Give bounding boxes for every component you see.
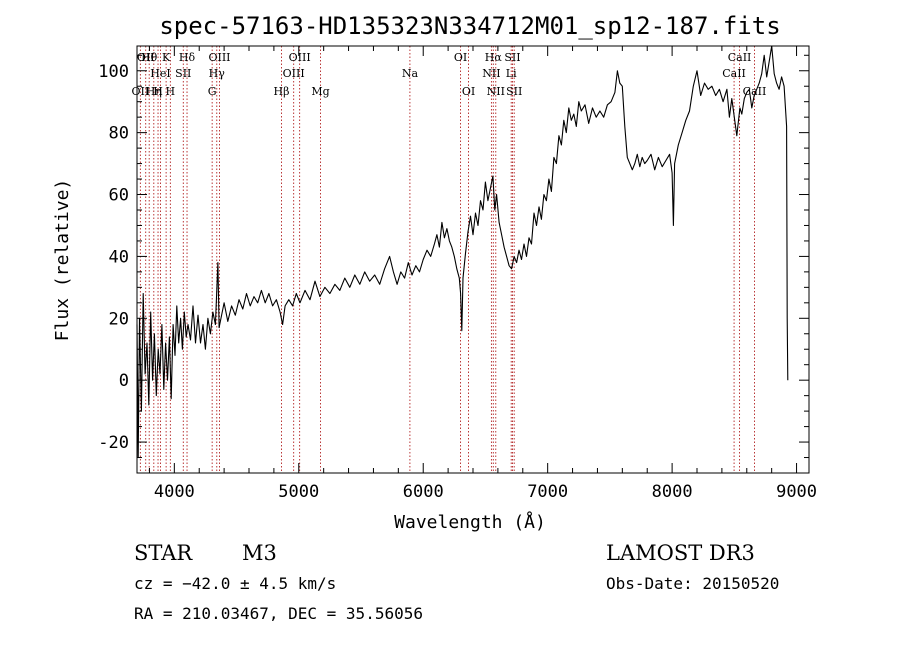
chart-title: spec-57163-HD135323N334712M01_sp12-187.f… bbox=[159, 12, 780, 40]
line-label-20: NII bbox=[482, 67, 500, 80]
line-label-25: SII bbox=[506, 85, 522, 98]
line-label-13: Hβ bbox=[274, 85, 290, 98]
x-tick-label-6000: 6000 bbox=[403, 482, 444, 502]
line-label-24: SII bbox=[504, 51, 520, 64]
spectrum-series-line bbox=[136, 45, 789, 459]
x-tick-label-7000: 7000 bbox=[527, 482, 568, 502]
observation-date: Obs-Date: 20150520 bbox=[606, 574, 779, 593]
object-class: STAR bbox=[134, 541, 193, 565]
y-tick-label-40: 40 bbox=[109, 247, 129, 267]
line-label-3: Hη bbox=[146, 85, 162, 98]
line-label-6: K bbox=[162, 51, 171, 64]
line-label-1: OII bbox=[137, 51, 155, 64]
plot-frame bbox=[136, 45, 810, 474]
ra-dec-coordinates: RA = 210.03467, DEC = 35.56056 bbox=[134, 604, 423, 623]
line-label-23: Li bbox=[506, 67, 517, 80]
line-label-11: Hγ bbox=[209, 67, 226, 80]
line-label-9: Hδ bbox=[179, 51, 196, 64]
x-tick-label-5000: 5000 bbox=[278, 482, 319, 502]
y-tick-label-80: 80 bbox=[109, 124, 129, 144]
object-subclass: M3 bbox=[242, 541, 277, 565]
x-tick-label-8000: 8000 bbox=[652, 482, 693, 502]
line-label-17: Na bbox=[402, 67, 419, 80]
redshift-velocity: cz = −42.0 ± 4.5 km/s bbox=[134, 574, 336, 593]
y-axis-ticks: -20 0 20 40 60 80 100 bbox=[98, 54, 809, 459]
line-label-15: OIII bbox=[289, 51, 311, 64]
y-tick-label-0: 0 bbox=[119, 371, 129, 391]
line-label-19: OI bbox=[462, 85, 475, 98]
survey-name: LAMOST DR3 bbox=[606, 541, 755, 565]
line-label-2: Hθ bbox=[141, 51, 158, 64]
x-tick-label-9000: 9000 bbox=[776, 482, 817, 502]
x-tick-label-4000: 4000 bbox=[154, 482, 195, 502]
x-axis-label: Wavelength (Å) bbox=[394, 511, 546, 533]
x-axis-ticks: 4000 5000 6000 7000 8000 9000 bbox=[148, 46, 817, 502]
line-label-18: OI bbox=[454, 51, 467, 64]
line-label-21: Hα bbox=[485, 51, 503, 64]
y-tick-label-20: 20 bbox=[109, 309, 129, 329]
line-label-5: HeI bbox=[150, 67, 170, 80]
y-axis-label: Flux (relative) bbox=[52, 179, 73, 342]
line-label-10: G bbox=[208, 85, 217, 98]
emission-line-markers bbox=[139, 46, 755, 473]
line-label-26: CaII bbox=[722, 67, 746, 80]
y-tick-label-100: 100 bbox=[98, 62, 129, 82]
line-label-28: CaII bbox=[743, 85, 767, 98]
line-label-14: OIII bbox=[283, 67, 305, 80]
line-label-12: OIII bbox=[208, 51, 230, 64]
emission-line-labels: OIIOIIHθHηHHeIKHSIIHδGHγOIIIHβOIIIOIIIMg… bbox=[132, 51, 767, 98]
line-label-7: H bbox=[166, 85, 176, 98]
line-label-22: NII bbox=[487, 85, 505, 98]
line-label-4: H bbox=[153, 85, 163, 98]
line-label-0: OII bbox=[132, 85, 150, 98]
line-label-16: Mg bbox=[311, 85, 329, 98]
y-tick-label-60: 60 bbox=[109, 186, 129, 206]
line-label-8: SII bbox=[175, 67, 191, 80]
y-tick-label--20: -20 bbox=[98, 433, 129, 453]
line-label-27: CaII bbox=[728, 51, 752, 64]
